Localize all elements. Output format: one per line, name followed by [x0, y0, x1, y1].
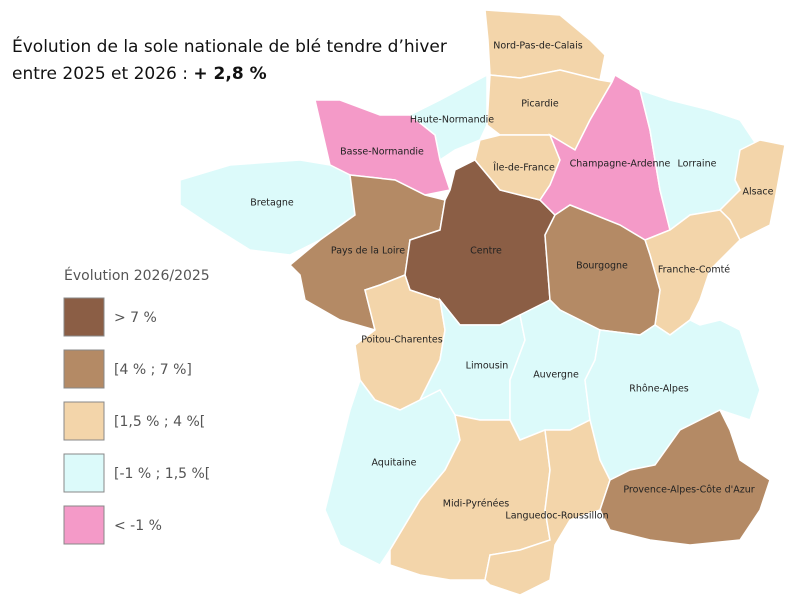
- legend-swatch: [63, 297, 105, 337]
- legend-label: [-1 % ; 1,5 %[: [114, 466, 210, 482]
- region-label: Pays de la Loire: [331, 246, 405, 257]
- title-value: + 2,8 %: [193, 64, 266, 84]
- region-label: Limousin: [466, 361, 509, 372]
- regions: [179, 9, 786, 596]
- title-line1: Évolution de la sole nationale de blé te…: [12, 35, 447, 57]
- legend-label: [1,5 % ; 4 %[: [114, 414, 205, 430]
- legend-swatch: [63, 349, 105, 389]
- region-label: Midi-Pyrénées: [443, 499, 510, 510]
- region-label: Franche-Comté: [658, 265, 730, 276]
- region-label: Languedoc-Roussillon: [505, 511, 608, 522]
- region-label: Île-de-France: [492, 162, 555, 174]
- region: [599, 408, 771, 546]
- legend: > 7 % [4 % ; 7 %] [1,5 % ; 4 %[ [-1 % ; 1,5…: [63, 297, 210, 545]
- region: [484, 418, 611, 596]
- region-label: Provence-Alpes-Côte d'Azur: [623, 485, 754, 496]
- region-label: Picardie: [521, 99, 559, 110]
- region-label: Nord-Pas-de-Calais: [493, 41, 582, 52]
- legend-swatch: [63, 453, 105, 493]
- title-prefix: entre 2025 et 2026 :: [12, 64, 193, 84]
- region-label: Aquitaine: [371, 458, 416, 469]
- region-label: Lorraine: [678, 159, 717, 170]
- region-label: Rhône-Alpes: [629, 384, 689, 395]
- region-label: Alsace: [743, 187, 774, 198]
- region-label: Basse-Normandie: [340, 147, 424, 158]
- legend-label: < -1 %: [114, 518, 162, 534]
- legend-swatch: [63, 505, 105, 545]
- legend-title: Évolution 2026/2025: [64, 267, 210, 284]
- legend-label: [4 % ; 7 %]: [114, 362, 192, 378]
- labels: Nord-Pas-de-Calais Picardie Haute-Normandi…: [250, 41, 773, 522]
- region-label: Champagne-Ardenne: [570, 159, 671, 170]
- legend-swatch: [63, 401, 105, 441]
- region-label: Centre: [470, 246, 502, 257]
- title-line2: entre 2025 et 2026 : + 2,8 %: [12, 64, 267, 84]
- region-label: Haute-Normandie: [410, 115, 494, 126]
- region-label: Bourgogne: [576, 261, 628, 272]
- region-label: Bretagne: [250, 198, 294, 209]
- region-label: Auvergne: [533, 370, 579, 381]
- region-label: Poitou-Charentes: [361, 335, 442, 346]
- legend-label: > 7 %: [114, 310, 157, 326]
